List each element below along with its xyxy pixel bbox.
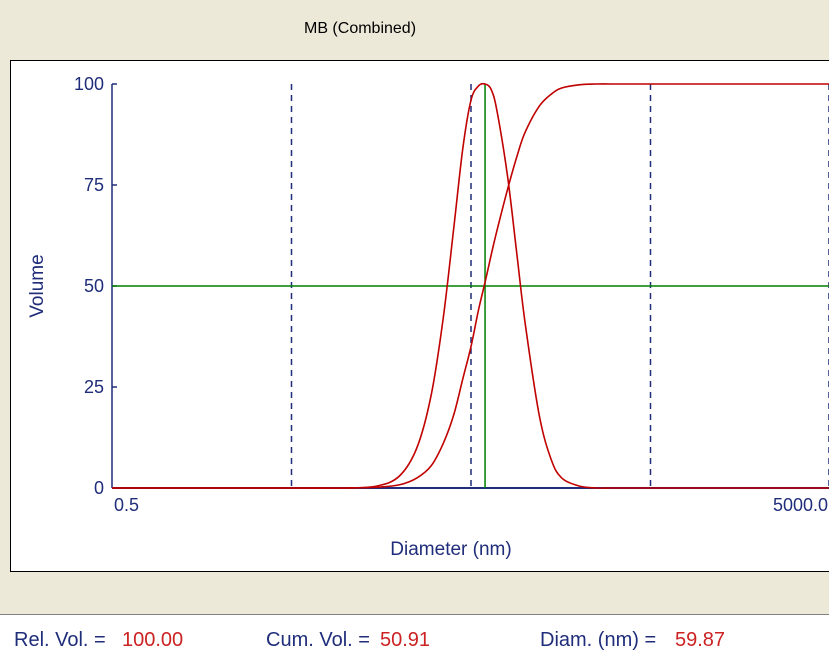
cum-vol-label: Cum. Vol. = bbox=[266, 629, 370, 651]
x-tick-label-start: 0.5 bbox=[114, 495, 139, 515]
separator-panel bbox=[0, 572, 829, 612]
x-tick-label-end: 5000.0 bbox=[773, 495, 828, 515]
diam-label: Diam. (nm) = bbox=[540, 629, 657, 651]
status-bar: Rel. Vol. = 100.00 Cum. Vol. = 50.91 Dia… bbox=[0, 614, 829, 664]
x-axis-title: Diameter (nm) bbox=[390, 539, 511, 560]
plot-area[interactable]: 0 25 50 75 100 0.5 5000.0 Diameter (nm) Volume bbox=[10, 60, 829, 572]
y-tick-label-2: 50 bbox=[84, 276, 104, 296]
series-line-0 bbox=[112, 82, 829, 489]
cum-vol-value: 50.91 bbox=[380, 629, 431, 651]
chart-title: MB (Combined) bbox=[303, 20, 417, 37]
y-axis-title: Volume bbox=[27, 254, 48, 317]
y-tick-label-1: 25 bbox=[84, 377, 104, 397]
series-line-1 bbox=[112, 83, 829, 489]
diam-value: 59.87 bbox=[675, 629, 726, 651]
rel-vol-value: 100.00 bbox=[122, 629, 184, 651]
y-tick-label-4: 100 bbox=[74, 74, 104, 94]
y-tick-label-3: 75 bbox=[84, 175, 104, 195]
y-tick-label-0: 0 bbox=[94, 478, 104, 498]
volume-distribution-chart: 0 25 50 75 100 0.5 5000.0 Diameter (nm) Volume bbox=[27, 74, 829, 560]
rel-vol-label: Rel. Vol. = bbox=[14, 629, 106, 651]
chart-title-bar: MB (Combined) bbox=[0, 0, 829, 60]
